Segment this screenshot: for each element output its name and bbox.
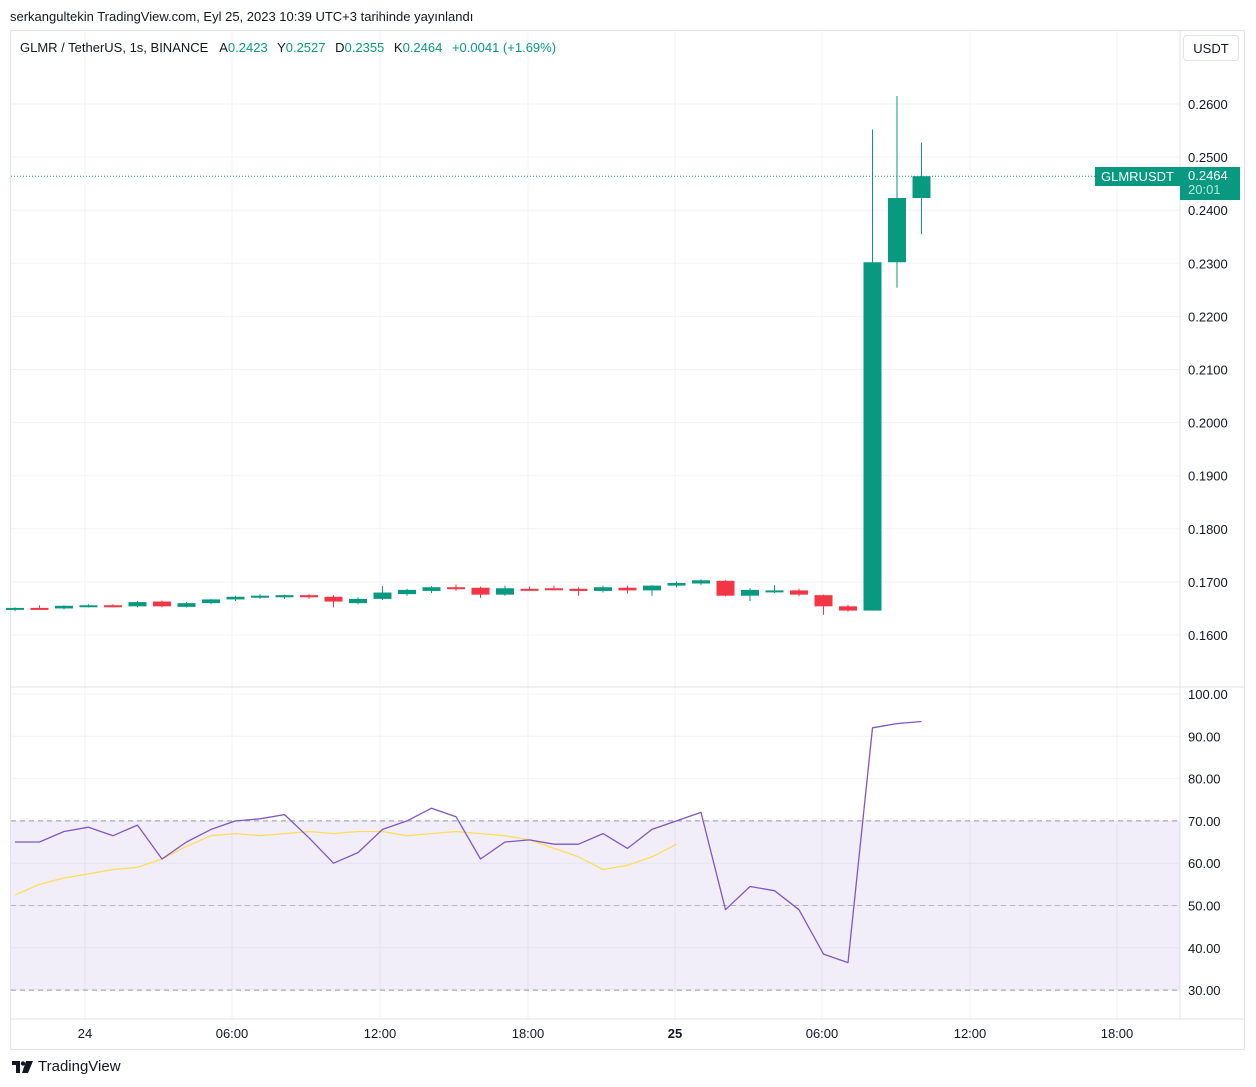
candle-body bbox=[153, 601, 171, 607]
candle-body bbox=[398, 589, 416, 595]
candle-body bbox=[447, 587, 465, 590]
candle-body bbox=[422, 587, 441, 591]
candle-body bbox=[251, 595, 269, 598]
price-axis-tick-label: 0.2100 bbox=[1188, 363, 1228, 378]
candle-body bbox=[349, 598, 367, 604]
candle-body bbox=[667, 582, 686, 586]
candle-body bbox=[863, 262, 882, 611]
candle-body bbox=[765, 590, 784, 593]
time-axis-tick-label: 06:00 bbox=[216, 1026, 249, 1041]
high-value: 0.2527 bbox=[285, 40, 326, 55]
candle-body bbox=[300, 595, 318, 598]
rsi-axis-tick-label: 40.00 bbox=[1188, 941, 1221, 956]
high-label: Y bbox=[277, 40, 286, 55]
candle-body bbox=[6, 607, 24, 610]
time-axis-tick-label: 12:00 bbox=[364, 1026, 397, 1041]
price-axis-tick-label: 0.1900 bbox=[1188, 469, 1228, 484]
candle-body bbox=[226, 596, 245, 600]
candle-body bbox=[569, 588, 588, 591]
candle-body bbox=[888, 197, 906, 263]
symbol-label[interactable]: GLMR / TetherUS, 1s, BINANCE bbox=[20, 40, 209, 55]
currency-button[interactable]: USDT bbox=[1183, 35, 1239, 61]
price-axis-tick-label: 0.2500 bbox=[1188, 150, 1228, 165]
last-price-ticker-label: GLMRUSDT bbox=[1095, 167, 1180, 186]
last-price-value: 0.2464 bbox=[1188, 168, 1228, 183]
change-value: +0.0041 (+1.69%) bbox=[451, 40, 557, 55]
candle-body bbox=[30, 607, 49, 610]
close-value: 0.2464 bbox=[402, 40, 443, 55]
open-label: A bbox=[219, 40, 228, 55]
time-axis-tick-label: 25 bbox=[668, 1026, 682, 1041]
time-axis-tick-label: 18:00 bbox=[512, 1026, 545, 1041]
tradingview-brand[interactable]: TradingView bbox=[12, 1058, 121, 1075]
close-label: K bbox=[393, 40, 403, 55]
candle-body bbox=[790, 590, 808, 595]
ohlc-legend: GLMR / TetherUS, 1s, BINANCE A0.2423 Y0.… bbox=[20, 40, 556, 55]
rsi-axis-tick-label: 80.00 bbox=[1188, 772, 1221, 787]
rsi-axis-tick-label: 100.00 bbox=[1188, 687, 1228, 702]
candle-body bbox=[520, 588, 539, 591]
last-price-tag: 0.2464 20:01 bbox=[1180, 167, 1240, 200]
candle-body bbox=[692, 580, 710, 584]
rsi-axis-tick-label: 30.00 bbox=[1188, 983, 1221, 998]
candle-body bbox=[324, 596, 343, 602]
tradingview-logo-icon bbox=[12, 1060, 33, 1073]
candle-body bbox=[594, 587, 612, 591]
candle-body bbox=[104, 605, 122, 608]
price-axis-tick-label: 0.2600 bbox=[1188, 97, 1228, 112]
candle-body bbox=[814, 595, 833, 607]
time-axis-tick-label: 24 bbox=[78, 1026, 92, 1041]
candle-body bbox=[202, 599, 220, 604]
candle-body bbox=[741, 589, 759, 596]
candle-body bbox=[839, 606, 857, 611]
candle-body bbox=[55, 605, 73, 609]
publish-line: serkangultekin TradingView.com, Eyl 25, … bbox=[10, 9, 474, 24]
rsi-background-band bbox=[11, 820, 1180, 991]
candle-body bbox=[373, 592, 392, 599]
rsi-axis-tick-label: 60.00 bbox=[1188, 856, 1221, 871]
open-value: 0.2423 bbox=[227, 40, 268, 55]
chart-frame bbox=[10, 30, 1245, 1050]
low-value: 0.2355 bbox=[344, 40, 385, 55]
candle-body bbox=[545, 588, 563, 591]
price-axis-tick-label: 0.1800 bbox=[1188, 522, 1228, 537]
rsi-line bbox=[15, 720, 922, 964]
price-axis-tick-label: 0.1700 bbox=[1188, 575, 1228, 590]
candle-body bbox=[716, 580, 735, 596]
price-axis-tick-label: 0.2200 bbox=[1188, 309, 1228, 324]
candle-body bbox=[912, 176, 931, 198]
candle-body bbox=[128, 602, 147, 607]
candle-body bbox=[643, 585, 661, 591]
brand-name: TradingView bbox=[38, 1058, 121, 1075]
rsi-axis-tick-label: 90.00 bbox=[1188, 729, 1221, 744]
candle-body bbox=[177, 603, 196, 607]
bar-countdown: 20:01 bbox=[1188, 182, 1221, 197]
rsi-axis-tick-label: 70.00 bbox=[1188, 814, 1221, 829]
candle-body bbox=[275, 595, 294, 598]
price-axis-tick-label: 0.2400 bbox=[1188, 203, 1228, 218]
rsi-ma-line bbox=[14, 830, 677, 896]
rsi-axis-tick-label: 50.00 bbox=[1188, 899, 1221, 914]
time-axis-tick-label: 12:00 bbox=[954, 1026, 987, 1041]
price-axis-tick-label: 0.2000 bbox=[1188, 416, 1228, 431]
price-axis-tick-label: 0.1600 bbox=[1188, 628, 1228, 643]
candle-body bbox=[79, 605, 98, 608]
time-axis-tick-label: 18:00 bbox=[1101, 1026, 1134, 1041]
time-axis-tick-label: 06:00 bbox=[806, 1026, 839, 1041]
candle-body bbox=[496, 588, 514, 595]
price-axis-tick-label: 0.2300 bbox=[1188, 256, 1228, 271]
candle-body bbox=[618, 587, 637, 591]
low-label: D bbox=[335, 40, 345, 55]
candle-body bbox=[471, 587, 490, 595]
